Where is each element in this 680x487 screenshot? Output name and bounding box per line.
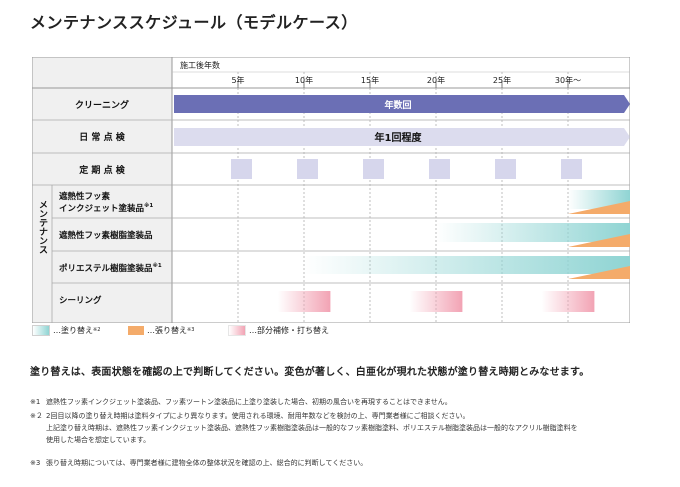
tick-label-30: 30年〜: [555, 75, 581, 85]
maintenance-schedule-chart: 施工後年数 5年 10年 15年 20年 25年 30年〜 クリーニング 日 常 点 検 …: [32, 57, 630, 323]
legend-sup-repaint: ※2: [93, 327, 101, 333]
footnote-1-text: 遮熱性フッ素インクジェット塗装品、フッ素ツートン塗装品に上塗り塗装した場合、初期…: [46, 398, 452, 406]
legend-label-overcoat: …張り替え: [147, 325, 187, 335]
footnote-3-mark: ※3: [30, 459, 41, 467]
periodic-inspection-block-10: [297, 159, 318, 179]
svg-text:ポリエステル樹脂塗装品※1: ポリエステル樹脂塗装品※1: [59, 262, 162, 274]
row-label-m1-sup: ※1: [144, 202, 153, 209]
tick-label-15: 15年: [361, 75, 379, 85]
periodic-inspection-block-20: [429, 159, 450, 179]
cleaning-bar: [174, 95, 630, 113]
row-label-daily-inspection: 日 常 点 検: [79, 131, 125, 143]
daily-bar-text: 年1回程度: [375, 131, 423, 144]
legend-label-repaint: …塗り替え: [53, 325, 93, 335]
label-column: [32, 88, 172, 323]
row-label-m3-sup: ※1: [153, 262, 162, 269]
footnote-3-text: 張り替え時期については、専門業者様に建物全体の整体状況を確認の上、総合的に判断し…: [46, 459, 368, 467]
periodic-inspection-block-30: [561, 159, 582, 179]
row-label-cleaning: クリーニング: [75, 99, 129, 111]
axis-label: 施工後年数: [180, 60, 220, 70]
header-corner: [32, 57, 172, 88]
footnote-2-line2: 上記塗り替え時期は、遮熱性フッ素インクジェット塗装品、遮熱性フッ素樹脂塗装品は一…: [46, 424, 578, 432]
footnote-2-mark: ※２: [30, 412, 43, 420]
sealing-repair-block-2: [409, 291, 463, 312]
footnote-3: ※3 張り替え時期については、専門業者様に建物全体の整体状況を確認の上、総合的に…: [30, 457, 650, 469]
repaint-band-m2: [436, 223, 630, 242]
group-label-maintenance: メンテナンス: [37, 200, 48, 254]
tick-label-10: 10年: [295, 75, 313, 85]
periodic-inspection-block-25: [495, 159, 516, 179]
year-gridlines: [237, 72, 569, 323]
legend-overcoat: …張り替え ※3: [128, 323, 194, 337]
year-tick-labels: 5年 10年 15年 20年 25年 30年〜: [231, 75, 581, 88]
daily-inspection-bar: [174, 128, 630, 146]
footnote-1: ※1 遮熱性フッ素インクジェット塗装品、フッ素ツートン塗装品に上塗り塗装した場合…: [30, 396, 650, 408]
tick-label-5: 5年: [231, 75, 244, 85]
sealing-repair-block-3: [541, 291, 595, 312]
row-label-sealing: シーリング: [59, 295, 102, 306]
legend-sup-overcoat: ※3: [187, 327, 195, 333]
tick-label-25: 25年: [493, 75, 511, 85]
periodic-inspection-block-5: [231, 159, 252, 179]
legend-swatch-partial: [228, 324, 246, 336]
legend-label-partial: …部分補修・打ち替え: [249, 325, 329, 335]
cleaning-bar-text: 年数回: [384, 99, 411, 111]
lead-statement: 塗り替えは、表面状態を確認の上で判断してください。変色が著しく、白亜化が現れた状…: [30, 367, 590, 378]
footnote-1-mark: ※1: [30, 398, 41, 406]
footnote-2-line3: 使用した場合を想定しています。: [46, 436, 151, 444]
row-label-m1-line2: インクジェット塗装品: [59, 203, 145, 214]
row-label-m1-line1: 遮熱性フッ素: [59, 191, 111, 202]
svg-text:インクジェット塗装品※1: インクジェット塗装品※1: [59, 202, 153, 214]
repaint-band-m3: [304, 256, 630, 274]
row-label-m2: 遮熱性フッ素樹脂塗装品: [59, 230, 153, 241]
footnote-2: ※２ 2回目以降の塗り替え時期は塗料タイプにより異なります。使用される環境、耐用…: [30, 410, 650, 448]
legend-swatch-repaint: [32, 324, 50, 336]
footnote-2-line1: 2回目以降の塗り替え時期は塗料タイプにより異なります。使用される環境、耐用年数な…: [46, 412, 470, 420]
periodic-inspection-block-15: [363, 159, 384, 179]
legend-repaint: …塗り替え ※2: [32, 323, 100, 337]
page-title: メンテナンススケジュール（モデルケース）: [30, 13, 358, 32]
row-label-periodic-inspection: 定 期 点 検: [78, 164, 125, 176]
overcoat-wedge-m2: [568, 234, 630, 247]
row-label-m3: ポリエステル樹脂塗装品: [59, 263, 153, 274]
sealing-repair-block-1: [277, 291, 331, 312]
overcoat-wedge-m3: [568, 266, 630, 279]
legend-swatch-overcoat: [128, 325, 144, 335]
legend-partial: …部分補修・打ち替え: [228, 323, 329, 337]
overcoat-wedge-m1: [568, 201, 630, 214]
tick-label-20: 20年: [427, 75, 445, 85]
